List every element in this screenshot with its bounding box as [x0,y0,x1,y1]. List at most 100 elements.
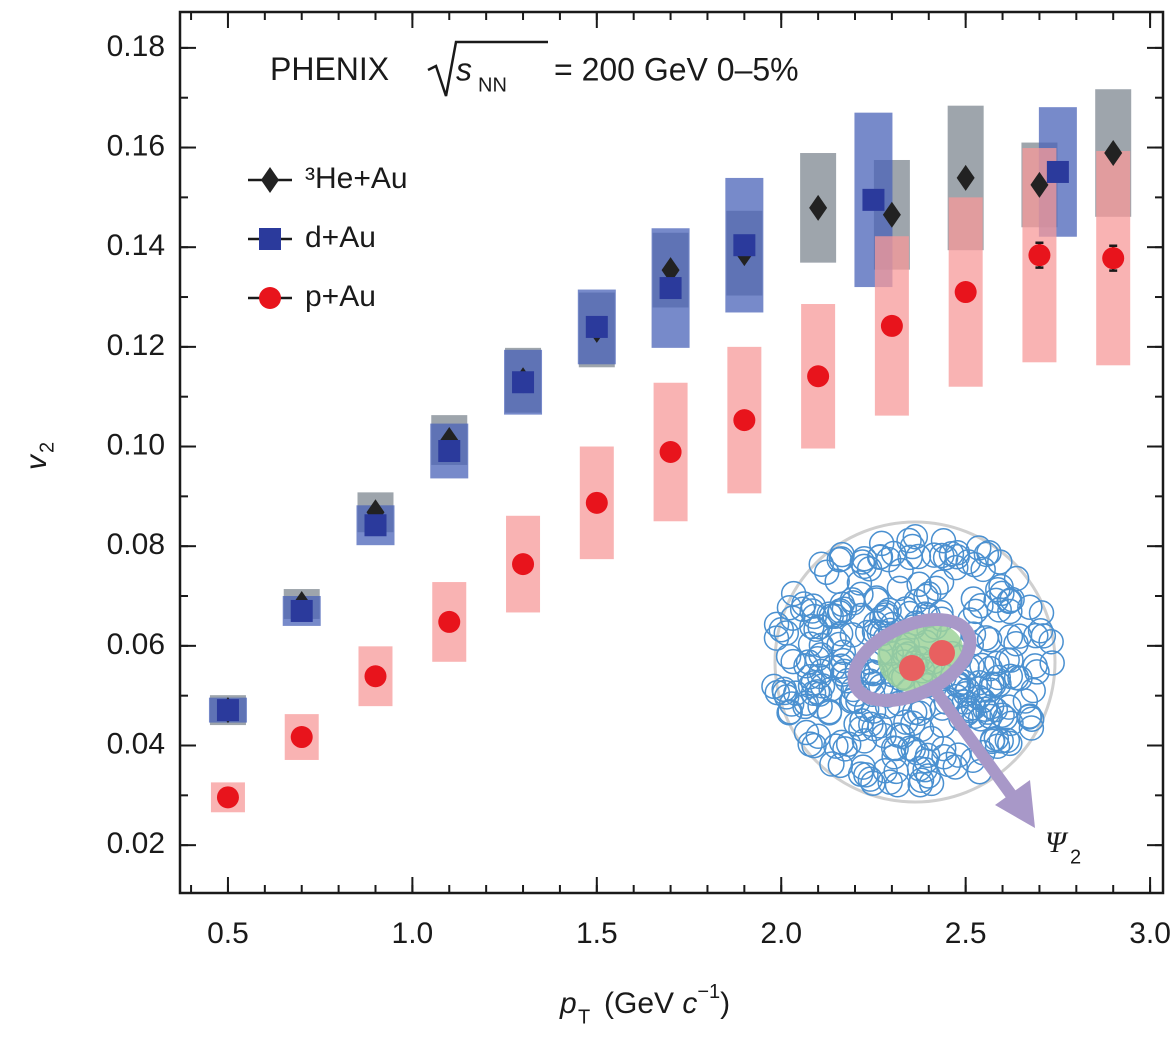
x-label-unit-sup: −1 [697,981,720,1003]
nucleon [914,742,941,769]
y-tick-label: 0.14 [107,229,165,262]
nucleon [776,699,802,726]
nucleon [808,642,834,668]
inset-label-symbol: Ψ [1045,826,1069,859]
marker-square [862,188,885,211]
marker-diamond [882,201,901,228]
plot-area [180,12,1163,893]
nucleon [999,586,1025,613]
nucleon [847,761,874,787]
nucleon [998,710,1024,737]
marker-circle [438,610,461,633]
x-label-symbol: p [559,987,577,1020]
nucleon [848,602,875,629]
nucleon [797,664,823,690]
nucleon [797,631,824,657]
marker-diamond [956,164,975,191]
marker-circle [807,365,830,388]
y-tick-label: 0.18 [107,30,165,63]
nucleon [763,611,790,638]
nucleon [943,554,969,581]
nucleon [989,702,1015,728]
nucleon [982,696,1009,723]
event-plane-arrowhead [995,780,1035,828]
marker-circle [733,409,756,432]
energy-var: s [456,51,472,87]
nucleon [1030,623,1057,649]
nucleon [923,575,949,602]
legend-label: p+Au [305,280,376,313]
marker-circle [1028,244,1051,267]
x-label-unit-open: (GeV [604,987,682,1020]
inset-boundary [773,520,1057,804]
y-tick-label: 0.04 [107,727,165,760]
sqrt-sign [427,40,548,97]
marker-square [585,315,608,338]
nucleon [976,626,1003,653]
y-tick-label: 0.10 [107,428,165,461]
marker-diamond [809,194,828,221]
nucleon [793,690,819,716]
marker-square [290,599,313,622]
marker-square [512,371,535,394]
y-tick-label: 0.02 [107,827,165,860]
marker-square [1046,160,1069,183]
nucleon [984,733,1011,760]
nucleon [826,547,853,573]
nucleon [877,769,903,795]
nucleon [903,739,930,766]
marker-square [733,234,756,257]
nucleon [831,596,858,623]
marker-square [364,514,387,537]
nucleon [899,533,926,560]
nucleon [792,693,818,720]
nucleon [980,672,1007,698]
nucleon [1038,628,1064,655]
nucleon [832,736,858,762]
nucleon [775,643,802,670]
nucleon [1020,677,1046,704]
nucleon [776,594,803,621]
x-tick-label: 0.5 [207,917,249,950]
nucleon [930,735,957,762]
nucleon [819,751,845,777]
nucleon [997,730,1023,757]
nucleon [966,669,993,696]
nucleon [883,735,909,762]
experiment: PHENIX [270,51,389,87]
nucleon [992,705,1018,731]
x-tick-label: 1.5 [576,917,618,950]
nucleon [843,711,869,737]
event-plane-arrow [930,686,1020,804]
nucleon [896,527,922,554]
nucleon [945,742,972,768]
marker-circle [954,281,977,304]
marker-square [438,440,461,463]
nucleon [888,557,914,584]
nucleon [1018,706,1045,732]
nucleon [907,771,934,798]
nucleon [1003,664,1030,691]
nucleon [1027,618,1054,644]
nucleon [779,605,806,631]
marker-diamond [1104,140,1123,167]
y-label-sub: 2 [36,442,58,453]
nucleon [805,723,832,749]
nucleon [893,709,919,735]
y-tick-label: 0.16 [107,129,165,162]
proton [899,655,925,681]
y-label-symbol: v [20,453,53,470]
nucleon [900,710,926,737]
nucleon [952,680,979,707]
y-axis-label: v 2 [20,442,58,470]
y-tick-label: 0.08 [107,528,165,561]
nucleon [780,648,806,675]
nucleon [997,598,1023,625]
nucleon [851,728,878,754]
nucleon [886,575,913,602]
nucleon [827,620,854,647]
nucleon [966,535,992,561]
nucleon [1024,659,1050,685]
nucleon [806,663,833,690]
energy-sub: NN [478,74,507,96]
